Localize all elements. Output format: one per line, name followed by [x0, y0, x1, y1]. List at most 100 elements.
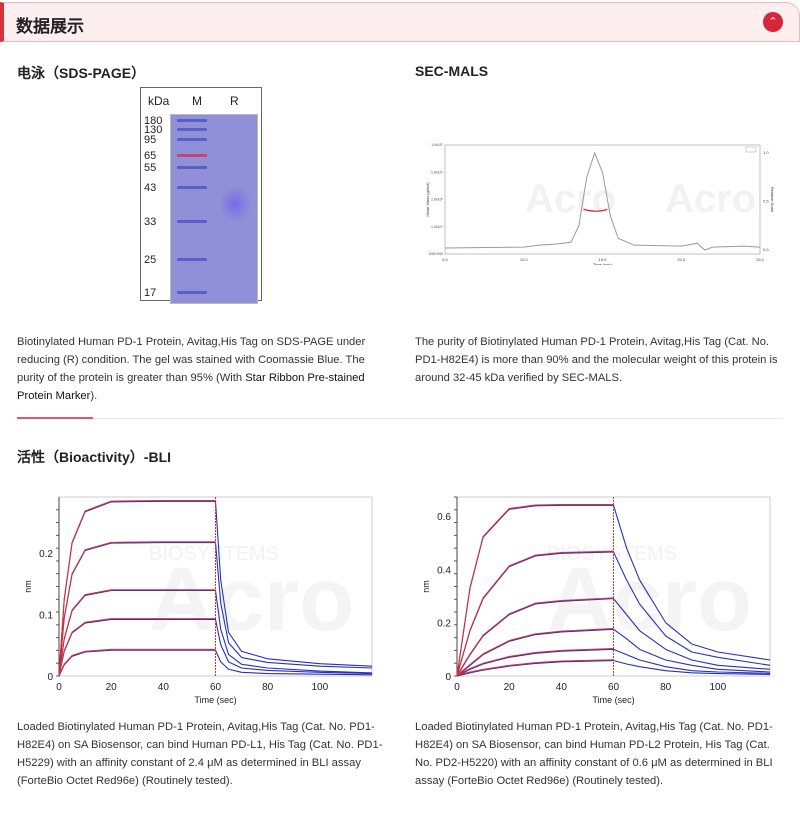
- fit-curve: [58, 500, 216, 676]
- y-tick-label: 0.2: [39, 549, 53, 560]
- gel-lane-r-label: R: [230, 94, 239, 108]
- x-axis-label: Time (sec): [194, 695, 236, 705]
- y-tick-label: 1.0x10⁵: [431, 198, 444, 202]
- bli-caption-right: Loaded Biotinylated Human PD-1 Protein, …: [415, 721, 773, 787]
- fit-curve: [456, 659, 614, 676]
- y2-tick-label: 1.0: [763, 150, 769, 155]
- collapse-button[interactable]: ⌃: [763, 12, 783, 32]
- x-tick-label: 15.0: [599, 257, 608, 262]
- caption-text: Biotinylated Human PD-1 Protein, Avitag,…: [17, 336, 366, 384]
- section-title: 数据展示: [16, 17, 84, 36]
- x-tick-label: 5.0: [442, 257, 448, 262]
- sec-mals-chart: Acro Acro 5.0 10.0 15.0 20.0 25.0 1000.000 1.0x1…: [425, 143, 775, 265]
- legend-box: [745, 146, 757, 153]
- x-tick-label: 20: [106, 682, 118, 693]
- y-tick-label: 0: [47, 672, 53, 683]
- marker-band: [177, 166, 207, 169]
- marker-band: [177, 128, 207, 131]
- watermark: Acro: [525, 177, 616, 221]
- x-tick-label: 20: [504, 682, 516, 693]
- marker-label: 25: [144, 254, 157, 266]
- gel-lane-m-label: M: [192, 94, 202, 108]
- y2-tick-label: 0.0: [763, 247, 769, 252]
- molar-mass-trace: [583, 208, 608, 212]
- fit-curve: [58, 618, 216, 676]
- fit-curve: [456, 503, 614, 676]
- watermark: BIOSYSTEMS: [149, 543, 279, 565]
- x-axis-label: Time (min): [593, 262, 613, 265]
- chevron-up-icon: ⌃: [768, 16, 778, 28]
- marker-band: [177, 186, 207, 189]
- sds-page-title: 电泳（SDS-PAGE）: [17, 65, 146, 81]
- plot-frame: [58, 496, 373, 677]
- y-tick-label: 0.4: [437, 565, 451, 576]
- marker-label: 180: [144, 115, 163, 127]
- y-tick-label: 1.0x10⁴: [431, 225, 444, 229]
- y2-tick-label: 0.5: [763, 199, 769, 204]
- sds-page-gel-image: kDa M R 180 130 95 65 55 43 33 25 17: [140, 87, 262, 304]
- marker-label: 17: [144, 287, 157, 299]
- gel-kda-label: kDa: [148, 94, 170, 108]
- watermark: Acro: [149, 550, 354, 650]
- watermark: BIOSYSTEMS: [547, 543, 677, 565]
- y2-axis-label: Relative Scale: [770, 187, 775, 213]
- y-tick-label: 0.6: [437, 512, 451, 523]
- marker-band: [177, 258, 207, 261]
- y-tick-label: 0.1: [39, 610, 53, 621]
- section-divider: [17, 417, 783, 419]
- fit-curve: [456, 648, 614, 676]
- marker-label: 95: [144, 134, 157, 146]
- caption-end: ).: [90, 390, 98, 402]
- fit-curve: [456, 628, 614, 676]
- x-tick-label: 60: [210, 682, 222, 693]
- marker-band: [177, 154, 207, 157]
- fit-curve: [58, 541, 216, 676]
- marker-label: 55: [144, 162, 157, 174]
- fit-curve: [58, 648, 216, 676]
- y-tick-label: 0.2: [437, 619, 451, 630]
- uv-trace: [444, 151, 761, 251]
- y-axis-label: Molar Mass (g/mol): [425, 182, 430, 217]
- x-tick-label: 20.0: [677, 257, 686, 262]
- bli-caption-left: Loaded Biotinylated Human PD-1 Protein, …: [17, 721, 383, 787]
- plot-frame: [444, 144, 761, 255]
- x-tick-label: 40: [556, 682, 568, 693]
- x-tick-label: 0: [454, 682, 460, 693]
- data-curve: [456, 648, 771, 677]
- x-tick-label: 25.0: [756, 257, 765, 262]
- x-tick-label: 0: [56, 682, 62, 693]
- fit-curve: [456, 550, 614, 676]
- y-tick-label: 1.0x10⁶: [431, 170, 444, 174]
- marker-band: [177, 220, 207, 223]
- x-tick-label: 100: [311, 682, 328, 693]
- y-tick-label: 1.0x10⁷: [431, 143, 444, 147]
- x-axis-label: Time (sec): [592, 695, 634, 705]
- bli-title: 活性（Bioactivity）-BLI: [17, 449, 172, 465]
- sec-mals-title: SEC-MALS: [415, 63, 489, 79]
- x-tick-label: 40: [158, 682, 170, 693]
- fit-curve: [456, 597, 614, 676]
- y-tick-label: 1000.000: [428, 252, 443, 256]
- x-tick-label: 80: [262, 682, 274, 693]
- x-tick-label: 80: [660, 682, 672, 693]
- section-header: 数据展示 ⌃: [0, 2, 800, 42]
- marker-label: 43: [144, 182, 157, 194]
- sample-band: [220, 187, 250, 221]
- fit-curve: [58, 589, 216, 676]
- x-tick-label: 10.0: [520, 257, 529, 262]
- marker-link[interactable]: Star Ribbon Pre-stained Protein Marker: [17, 372, 365, 402]
- y-axis-label: nm: [421, 580, 431, 593]
- gel-lanes: [170, 114, 258, 304]
- y-tick-label: 0: [445, 672, 451, 683]
- x-tick-label: 100: [709, 682, 726, 693]
- x-tick-label: 60: [608, 682, 620, 693]
- marker-label: 65: [144, 150, 157, 162]
- watermark: Acro: [665, 177, 756, 221]
- marker-band: [177, 291, 207, 294]
- marker-band: [177, 119, 207, 122]
- y-axis-label: nm: [23, 580, 33, 593]
- sec-mals-caption: The purity of Biotinylated Human PD-1 Pr…: [415, 336, 778, 384]
- sds-page-caption: Biotinylated Human PD-1 Protein, Avitag,…: [17, 333, 387, 405]
